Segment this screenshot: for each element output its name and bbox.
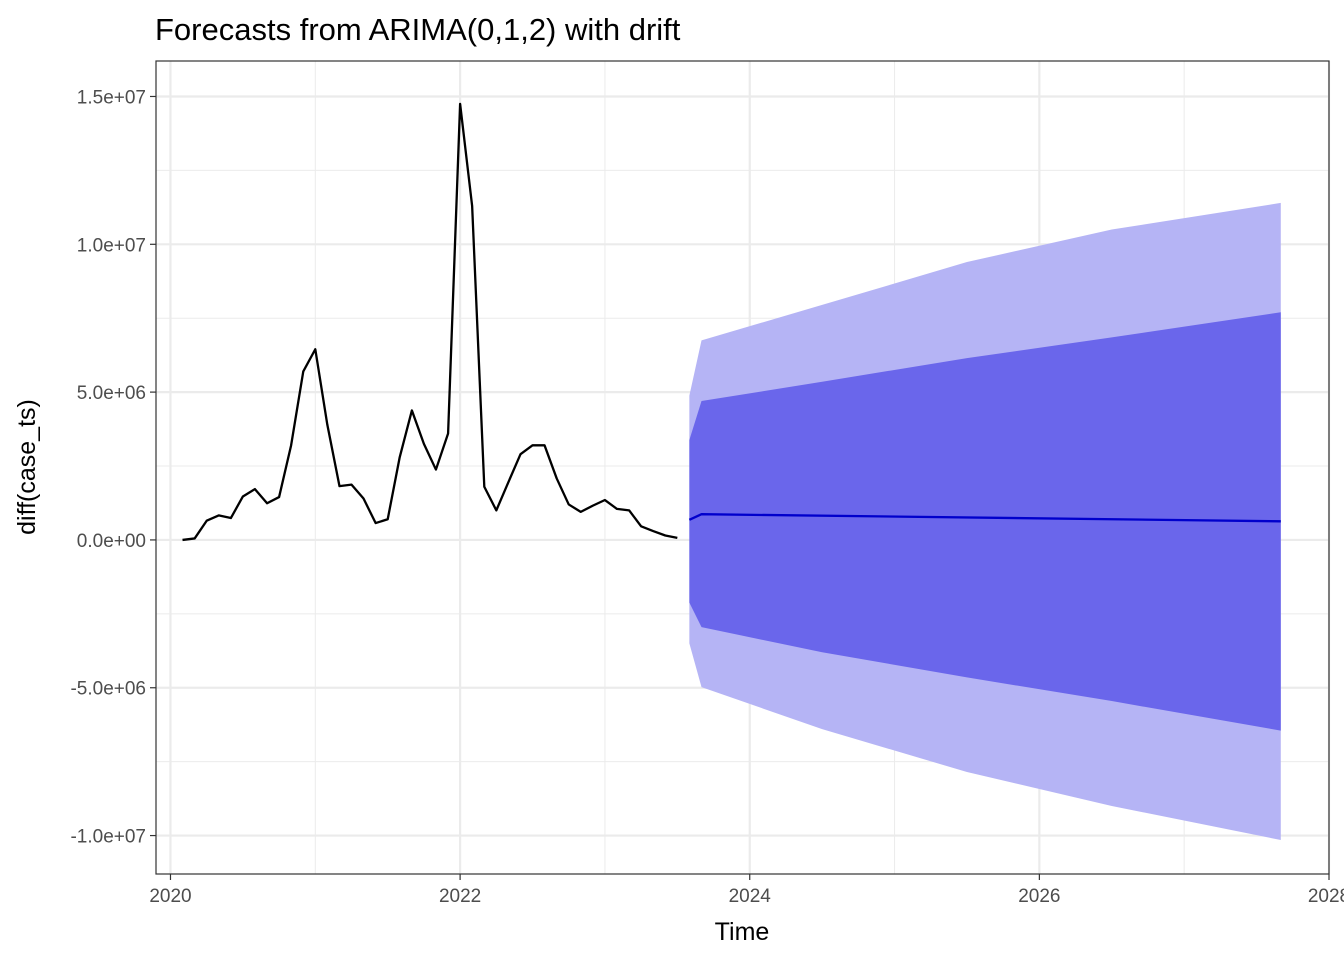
history-line	[182, 102, 678, 542]
prediction-intervals	[689, 202, 1281, 841]
x-tick-label: 2028	[1308, 886, 1344, 907]
y-tick-label: 1.0e+07	[77, 235, 146, 256]
y-tick-label: -1.0e+07	[70, 827, 146, 848]
x-tick-label: 2024	[729, 886, 772, 907]
interval-band-80	[689, 312, 1281, 731]
x-axis-title: Time	[715, 918, 770, 946]
x-axis: 2020 2022 2024 2026 2028	[149, 874, 1344, 907]
y-tick-label: -5.0e+06	[70, 679, 146, 700]
forecast-line	[688, 513, 1281, 523]
y-tick-label: 1.5e+07	[77, 87, 146, 108]
series-lines	[182, 102, 1281, 542]
panel-border	[155, 60, 1330, 875]
x-tick-label: 2020	[149, 886, 191, 907]
x-tick-label: 2026	[1018, 886, 1060, 907]
y-tick-label: 0.0e+00	[77, 531, 146, 552]
y-tick-label: 5.0e+06	[77, 383, 146, 404]
y-axis-title: diff(case_ts)	[13, 399, 41, 535]
y-axis: -1.0e+07 -5.0e+06 0.0e+00 5.0e+06 1.0e+07 1.5…	[70, 87, 156, 848]
x-tick-label: 2022	[439, 886, 481, 907]
chart-title: Forecasts from ARIMA(0,1,2) with drift	[155, 12, 681, 47]
